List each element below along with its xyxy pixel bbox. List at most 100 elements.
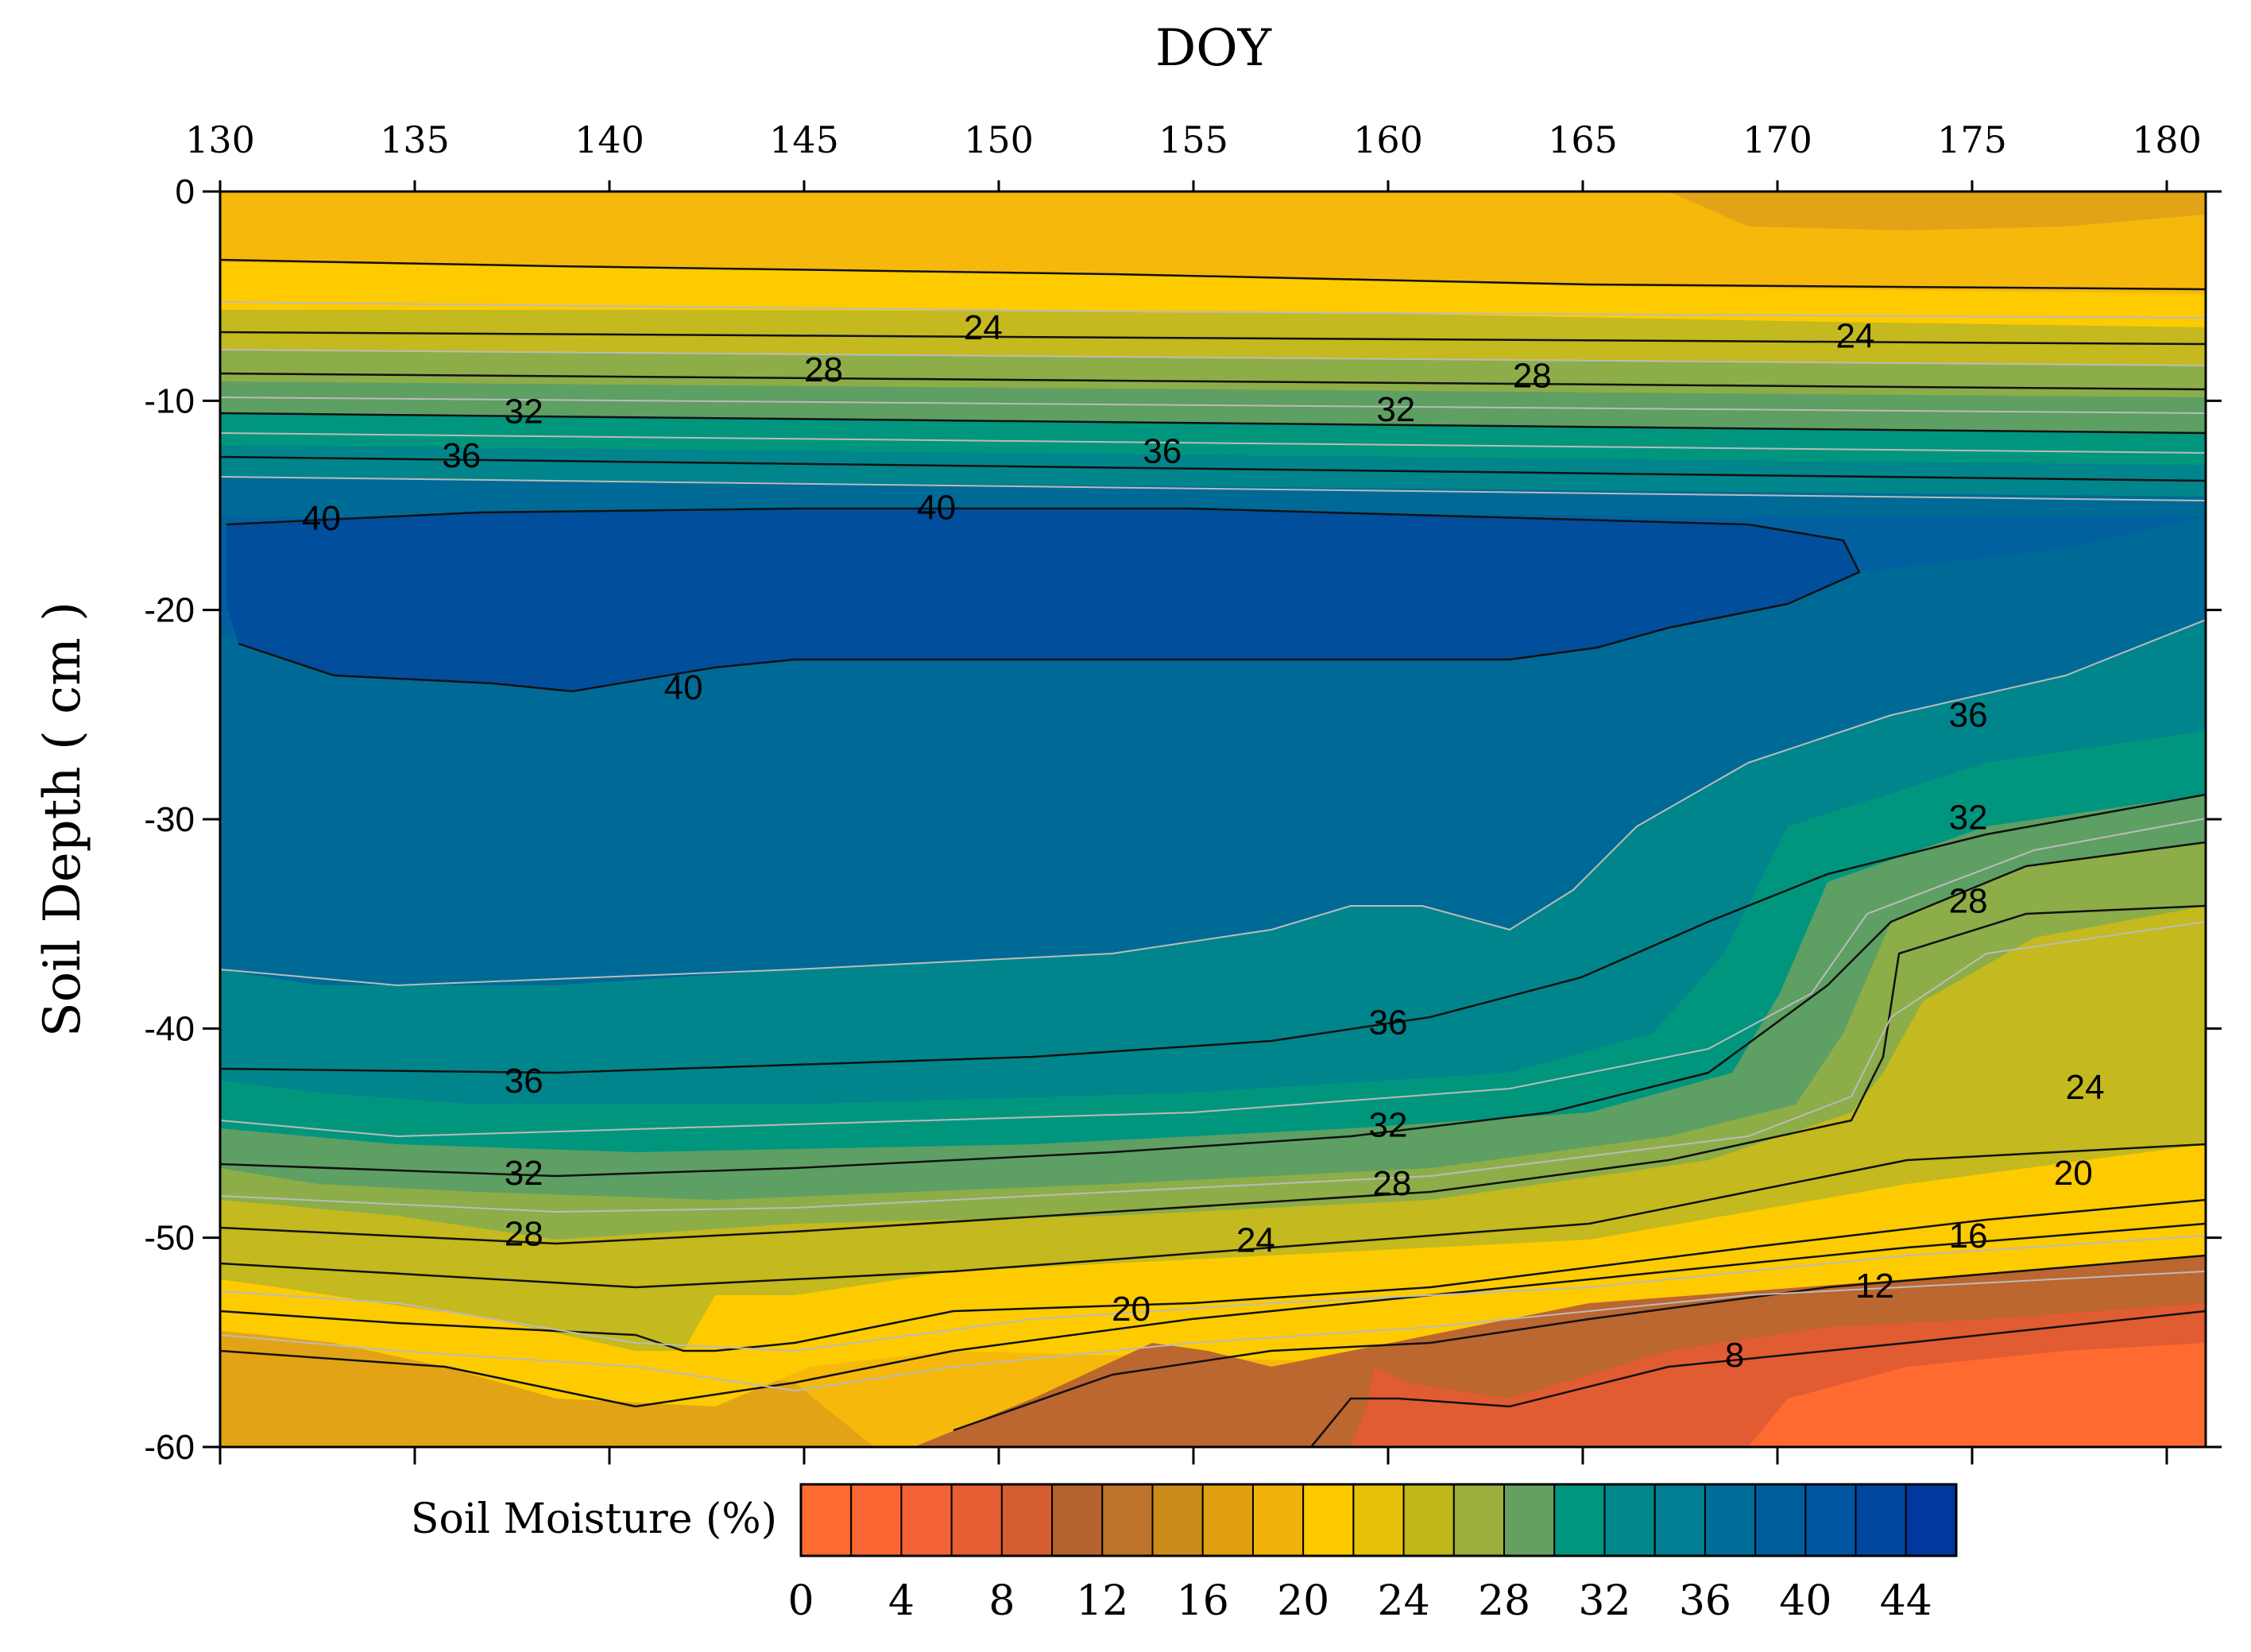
colorbar-swatch bbox=[1804, 1484, 1857, 1557]
x-tick-label: 155 bbox=[1158, 118, 1228, 161]
contour-line bbox=[220, 619, 2206, 986]
colorbar-tick-label: 36 bbox=[1679, 1577, 1731, 1625]
contour-label: 32 bbox=[505, 393, 543, 431]
contour-line bbox=[220, 1271, 2206, 1391]
colorbar-tick-label: 12 bbox=[1076, 1577, 1128, 1625]
colorbar-tick-label: 24 bbox=[1378, 1577, 1430, 1625]
contour-bands bbox=[220, 192, 2206, 1447]
contour-line bbox=[226, 507, 1861, 693]
x-tick-label: 150 bbox=[964, 118, 1034, 161]
colorbar-label: Soil Moisture (%) bbox=[411, 1495, 777, 1543]
contour-label: 24 bbox=[1836, 317, 1875, 356]
contour-label: 40 bbox=[302, 499, 341, 538]
contour-label: 16 bbox=[1949, 1217, 1988, 1255]
x-tick-label: 180 bbox=[2132, 118, 2202, 161]
colorbar-swatch bbox=[900, 1484, 953, 1557]
contour-line bbox=[1310, 1310, 2206, 1447]
colorbar-tick-label: 40 bbox=[1779, 1577, 1831, 1625]
colorbar-swatch bbox=[1855, 1484, 1907, 1557]
x-axis-title: DOY bbox=[1155, 19, 1272, 78]
contour-label: 24 bbox=[2066, 1068, 2105, 1107]
contour-line bbox=[220, 397, 2206, 414]
contour-label: 32 bbox=[1376, 390, 1415, 429]
colorbar-tick-label: 8 bbox=[988, 1577, 1015, 1625]
contour-label: 36 bbox=[1369, 1003, 1408, 1042]
colorbar-swatch bbox=[1101, 1484, 1154, 1557]
y-tick-label: -40 bbox=[144, 1009, 195, 1048]
contour-line bbox=[220, 818, 2206, 1137]
contour-label: 36 bbox=[1143, 432, 1182, 471]
contour-lines bbox=[220, 258, 2206, 1447]
contour-label: 28 bbox=[1513, 357, 1552, 396]
contour-label: 28 bbox=[505, 1214, 543, 1253]
contour-label: 8 bbox=[1725, 1336, 1744, 1375]
x-axis: 130 135 140 145 150 155 160 165 170 175 180 bbox=[185, 118, 2202, 1464]
y-axis-title: Soil Depth ( cm ) bbox=[33, 602, 92, 1037]
y-tick-label: -10 bbox=[144, 381, 195, 420]
colorbar-tick-label: 20 bbox=[1277, 1577, 1329, 1625]
x-tick-label: 140 bbox=[574, 118, 644, 161]
colorbar-swatch bbox=[1603, 1484, 1656, 1557]
contour-line bbox=[220, 841, 2206, 1178]
x-tick-label: 160 bbox=[1353, 118, 1423, 161]
contour-label: 36 bbox=[1949, 695, 1988, 734]
contour-line bbox=[220, 455, 2206, 482]
x-tick-label: 145 bbox=[769, 118, 839, 161]
contour-label: 40 bbox=[664, 668, 703, 707]
contour-label: 24 bbox=[1236, 1221, 1275, 1259]
contour-line bbox=[220, 349, 2206, 366]
x-tick-label: 170 bbox=[1742, 118, 1812, 161]
y-tick-label: -20 bbox=[144, 591, 195, 630]
contour-line bbox=[220, 331, 2206, 346]
colorbar-tick-label: 0 bbox=[787, 1577, 814, 1625]
colorbar-frame bbox=[799, 1483, 1958, 1557]
contour-label: 28 bbox=[1372, 1164, 1411, 1203]
y-axis: 0 -10 -20 -30 -40 -50 -60 bbox=[144, 172, 2222, 1467]
colorbar-tick-label: 28 bbox=[1478, 1577, 1530, 1625]
colorbar-swatch bbox=[1251, 1484, 1305, 1557]
contour-label: 24 bbox=[964, 308, 1003, 347]
colorbar-swatch bbox=[1051, 1484, 1104, 1557]
colorbar-tick-label: 44 bbox=[1880, 1577, 1932, 1625]
band-top-dry bbox=[1669, 192, 2206, 230]
colorbar-tick-label: 4 bbox=[888, 1577, 915, 1625]
colorbar-swatch bbox=[850, 1484, 903, 1557]
colorbar-swatch bbox=[1151, 1484, 1204, 1557]
contour-line bbox=[220, 1143, 2206, 1289]
x-tick-label: 130 bbox=[185, 118, 255, 161]
contour-label: 36 bbox=[505, 1062, 543, 1101]
colorbar-tick-label: 32 bbox=[1578, 1577, 1630, 1625]
contour-label: 20 bbox=[1112, 1290, 1151, 1329]
contour-line bbox=[220, 476, 2206, 501]
colorbar-swatch bbox=[1553, 1484, 1606, 1557]
colorbar-swatch bbox=[1704, 1484, 1757, 1557]
x-tick-label: 165 bbox=[1548, 118, 1618, 161]
contour-line bbox=[220, 793, 2206, 1074]
colorbar-swatch bbox=[1201, 1484, 1254, 1557]
contour-line bbox=[220, 1198, 2206, 1352]
y-tick-label: -50 bbox=[144, 1219, 195, 1258]
contour-line bbox=[220, 921, 2206, 1213]
colorbar-swatch bbox=[800, 1484, 853, 1557]
contour-labels: 24 24 28 28 32 32 36 36 40 40 40 36 32 28 36 24 36 32 32 28… bbox=[302, 308, 2105, 1375]
contour-label: 32 bbox=[1369, 1105, 1408, 1144]
contour-line bbox=[220, 1235, 2206, 1352]
contour-label: 28 bbox=[1949, 882, 1988, 921]
colorbar-swatch bbox=[1905, 1484, 1958, 1557]
colorbar-swatch bbox=[1503, 1484, 1556, 1557]
colorbar-swatch bbox=[950, 1484, 1003, 1557]
contour-label: 40 bbox=[917, 489, 956, 528]
colorbar-swatch bbox=[1302, 1484, 1355, 1557]
contour-label: 36 bbox=[442, 436, 481, 475]
contour-label: 20 bbox=[2054, 1154, 2093, 1193]
contour-line bbox=[220, 258, 2206, 291]
colorbar-tick-label: 16 bbox=[1177, 1577, 1229, 1625]
band-42-44 bbox=[226, 509, 1859, 691]
contour-label: 28 bbox=[804, 350, 843, 389]
contour-line bbox=[953, 1254, 2206, 1432]
colorbar-swatch bbox=[1754, 1484, 1807, 1557]
contour-line bbox=[220, 432, 2206, 454]
colorbar-swatch bbox=[1352, 1484, 1405, 1557]
contour-label: 32 bbox=[1949, 798, 1988, 837]
contour-label: 32 bbox=[505, 1154, 543, 1193]
